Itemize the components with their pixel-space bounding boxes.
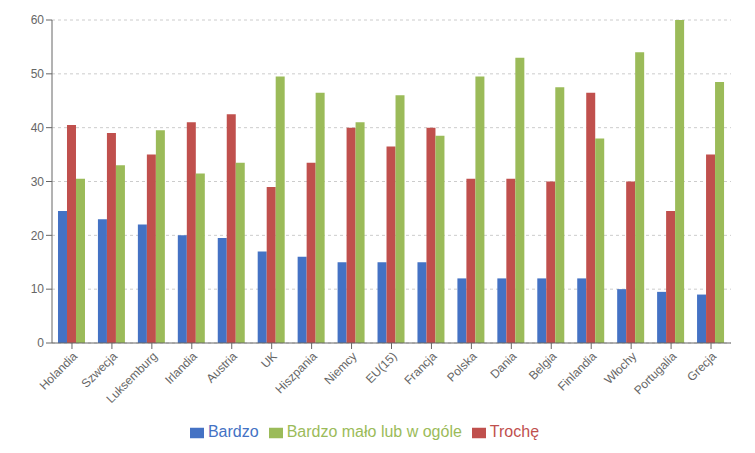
- svg-text:Holandia: Holandia: [37, 349, 81, 393]
- html-text:Bardzo mało lub w ogóle: Bardzo mało lub w ogóle: [286, 423, 462, 440]
- svg-text:Włochy: Włochy: [602, 349, 640, 387]
- svg-text:Luksemburg: Luksemburg: [103, 349, 160, 406]
- html-text:Trochę: Trochę: [489, 423, 540, 440]
- svg-text:0: 0: [37, 336, 44, 350]
- svg-text:Dania: Dania: [487, 349, 519, 381]
- svg-text:40: 40: [31, 121, 45, 135]
- svg-text:Grecja: Grecja: [684, 349, 719, 384]
- svg-text:Austria: Austria: [204, 349, 241, 386]
- svg-text:Portugalia: Portugalia: [631, 349, 679, 397]
- svg-text:UK: UK: [258, 349, 280, 371]
- svg-text:20: 20: [31, 229, 45, 243]
- svg-text:Irlandia: Irlandia: [162, 349, 200, 387]
- svg-text:Belgia: Belgia: [526, 349, 560, 383]
- svg-text:10: 10: [31, 282, 45, 296]
- svg-text:Hiszpania: Hiszpania: [273, 349, 320, 396]
- svg-text:30: 30: [31, 175, 45, 189]
- svg-text:50: 50: [31, 67, 45, 81]
- svg-text:Polska: Polska: [444, 349, 480, 385]
- svg-text:Szwecja: Szwecja: [78, 349, 121, 391]
- svg-text:60: 60: [31, 13, 45, 27]
- svg-text:Francja: Francja: [401, 349, 439, 387]
- svg-text:Finlandia: Finlandia: [555, 349, 600, 394]
- svg-text:EU(15): EU(15): [363, 349, 400, 386]
- svg-text:Niemcy: Niemcy: [322, 349, 360, 387]
- html-text:Bardzo: Bardzo: [207, 423, 259, 440]
